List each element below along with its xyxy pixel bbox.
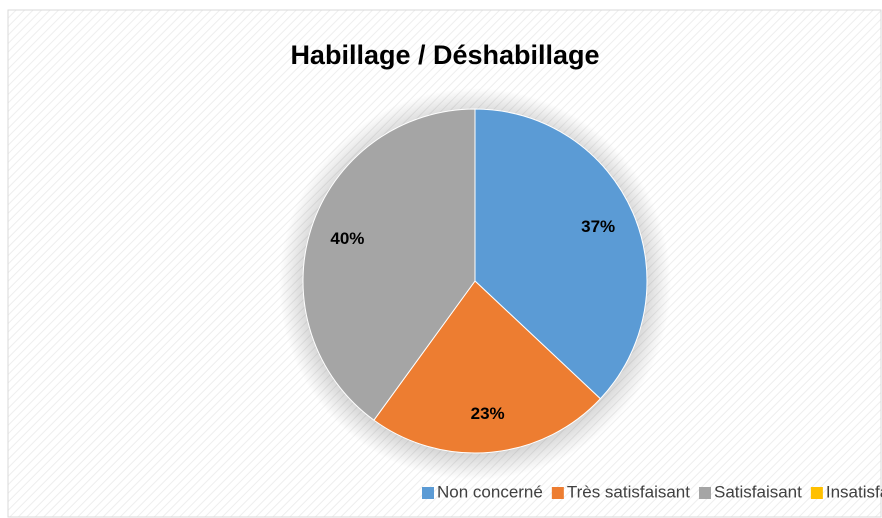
pie-slice (373, 280, 602, 454)
chart-title: Habillage / Déshabillage (290, 40, 599, 70)
legend-label: Satisfaisant (714, 482, 802, 501)
data-label: 37% (581, 217, 615, 236)
data-label: 23% (471, 404, 505, 423)
legend-label: Insatisfaisant (826, 482, 882, 501)
legend-swatch (810, 487, 823, 499)
pie-slice (302, 108, 476, 421)
legend-label: Non concerné (437, 482, 543, 501)
legend-label: Très satisfaisant (567, 482, 690, 501)
pie-slice (474, 108, 648, 400)
legend-swatch (698, 487, 711, 499)
legend-swatch (422, 487, 434, 499)
legend-swatch (551, 487, 564, 499)
data-label: 40% (330, 229, 364, 248)
